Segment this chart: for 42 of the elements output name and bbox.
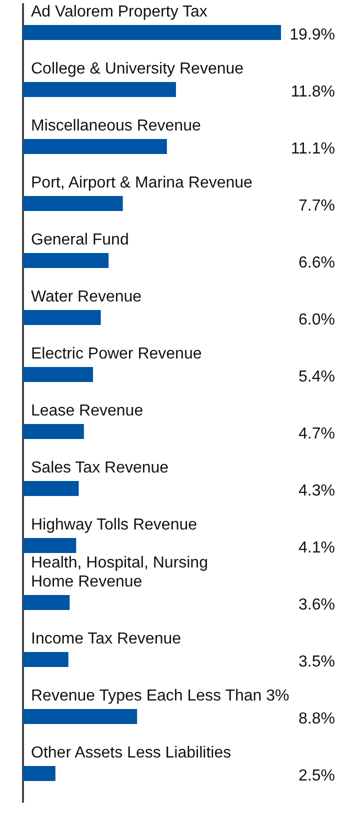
bar: [23, 196, 123, 211]
y-tick-label: Income Tax Revenue: [31, 630, 182, 648]
bar: [23, 139, 167, 154]
data-label: 8.8%: [298, 710, 335, 728]
data-label: 3.5%: [298, 654, 335, 670]
bar: [23, 367, 94, 382]
y-tick-label: Other Assets Less Liabilities: [31, 744, 232, 762]
bar: [23, 538, 76, 553]
bar: [23, 766, 56, 781]
y-tick-label: Sales Tax Revenue: [31, 460, 169, 476]
bar: [23, 481, 79, 496]
data-label: 3.6%: [298, 596, 335, 614]
y-tick-label: Ad Valorem Property Tax: [31, 4, 208, 20]
y-tick-label: Health, Hospital, Nursing Home Revenue: [31, 554, 208, 590]
data-label: 6.0%: [298, 312, 335, 328]
bar: [23, 253, 109, 268]
data-label: 4.1%: [298, 540, 335, 556]
y-tick-label: Water Revenue: [31, 288, 142, 306]
y-tick-label: Revenue Types Each Less Than 3%: [31, 688, 290, 704]
y-tick-label: Highway Tolls Revenue: [31, 516, 198, 534]
bar: [23, 25, 281, 40]
bar: [23, 709, 138, 724]
data-label: 11.8%: [290, 84, 335, 100]
y-tick-label: Miscellaneous Revenue: [31, 118, 201, 134]
bar: [23, 652, 68, 667]
bar: [23, 424, 84, 439]
data-label: 6.6%: [298, 254, 335, 272]
data-label: 2.5%: [298, 768, 335, 784]
y-tick-label: Electric Power Revenue: [31, 346, 202, 362]
bar: [23, 310, 101, 325]
data-label: 19.9%: [290, 26, 335, 44]
data-label: 5.4%: [298, 368, 335, 386]
data-label: 7.7%: [298, 198, 335, 214]
y-tick-label: Lease Revenue: [31, 402, 144, 420]
data-label: 4.3%: [298, 482, 335, 500]
bar: [23, 82, 176, 97]
data-label: 11.1%: [290, 140, 335, 158]
y-tick-label: Port, Airport & Marina Revenue: [31, 174, 253, 192]
y-tick-label: General Fund: [31, 232, 129, 248]
data-label: 4.7%: [298, 426, 335, 442]
y-tick-label: College & University Revenue: [31, 60, 244, 78]
bar: [23, 595, 70, 610]
